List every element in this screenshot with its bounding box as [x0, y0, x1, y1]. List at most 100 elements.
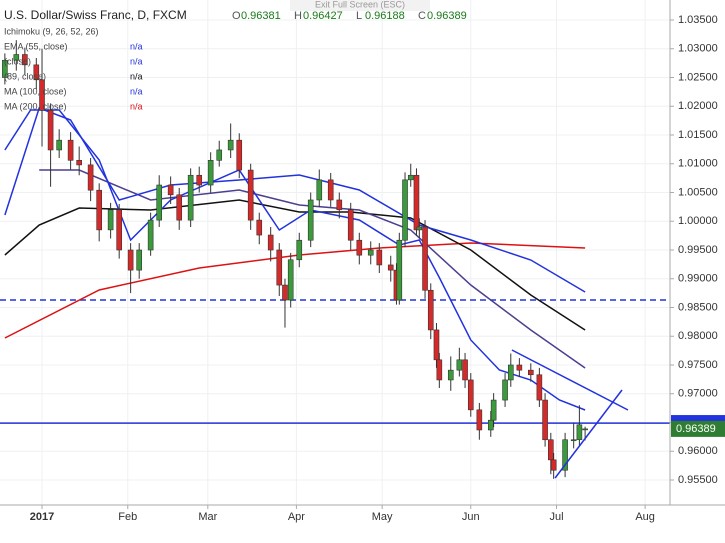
indicator-status: n/a [130, 56, 143, 66]
candle-body [76, 160, 82, 166]
candle-body [33, 64, 40, 81]
indicator-legend: Ichimoku (9, 26, 52, 26) EMA (55, close) n… [4, 26, 143, 111]
y-tick-label: 1.03500 [678, 14, 718, 26]
x-tick-label: May [372, 511, 393, 523]
candle-body [227, 139, 234, 151]
candle-body [456, 359, 463, 371]
trend-line [511, 349, 629, 411]
last-price-label: 0.96389 [676, 423, 716, 435]
y-tick-label: 0.98500 [678, 301, 718, 313]
trend-line [554, 389, 623, 479]
candle-body [187, 174, 194, 221]
candle-body [127, 249, 134, 271]
candle-body [87, 164, 94, 191]
candle-body [96, 189, 102, 231]
y-tick-label: 1.02500 [678, 71, 718, 83]
chart-title: U.S. Dollar/Swiss Franc, D, FXCM [4, 8, 187, 22]
candle-body [416, 226, 423, 231]
x-tick-label: 2017 [30, 511, 54, 523]
ohlc-key: H [294, 10, 302, 22]
y-tick-label: 1.01500 [678, 129, 718, 141]
candle-body [256, 219, 263, 236]
ohlc-key: C [418, 10, 426, 22]
price-axis [670, 0, 725, 543]
candle-body [422, 226, 428, 291]
y-tick-label: 0.98000 [678, 330, 718, 342]
plot [0, 40, 670, 479]
indicator-label: EMA (55, close) [4, 41, 68, 51]
y-tick-label: 0.97500 [678, 359, 718, 371]
candle-body [39, 79, 45, 111]
candle-body [507, 364, 514, 381]
moving-average [4, 109, 586, 411]
candle-body [67, 139, 74, 161]
candle-body [196, 174, 203, 186]
candle-body [327, 179, 334, 201]
grid [0, 0, 670, 505]
candle-body [247, 169, 254, 221]
y-tick-label: 0.97000 [678, 388, 718, 400]
candle-body [433, 329, 440, 361]
candle-body [542, 399, 548, 441]
candle-body [156, 184, 163, 221]
y-tick-label: 0.95500 [678, 474, 718, 486]
candle-body [413, 174, 420, 231]
banner[interactable]: Exit Full Screen (ESC) [315, 0, 405, 9]
header: O 0.96381 H 0.96427 L 0.96188 C 0.96389 [232, 10, 467, 22]
candle-body [367, 249, 374, 256]
indicator-label: (89, close) [4, 71, 46, 81]
candle-body [287, 259, 294, 301]
candle-body [336, 199, 343, 211]
x-tick-label: Feb [118, 511, 137, 523]
candle-body [13, 54, 20, 61]
candle-body [502, 379, 508, 401]
candle-body [467, 379, 474, 411]
indicator-label: MA (200, close) [4, 101, 67, 111]
y-tick-label: 0.99000 [678, 273, 718, 285]
ohlc-key: O [232, 10, 241, 22]
indicator-label: (close) [4, 56, 31, 66]
candle-body [447, 369, 454, 381]
candle-body [107, 209, 114, 231]
candle-body [267, 234, 274, 251]
candle-body [47, 109, 54, 151]
y-tick-label: 1.03000 [678, 43, 718, 55]
y-tick-label: 0.96000 [678, 445, 718, 457]
candle-body [427, 289, 434, 331]
indicator-status: n/a [130, 41, 143, 51]
last-price-tag [671, 420, 725, 437]
candle-body [582, 428, 588, 431]
candle-body [562, 439, 568, 471]
x-tick-label: Jun [462, 511, 480, 523]
candle-body [516, 364, 523, 371]
candle-body [207, 160, 214, 186]
ohlc-value: 0.96389 [427, 10, 467, 22]
indicator-status: n/a [130, 101, 143, 111]
candle-body [462, 359, 468, 381]
candle-body [347, 209, 354, 241]
x-tick-label: Jul [549, 511, 563, 523]
ohlc-value: 0.96188 [365, 10, 405, 22]
y-tick-label: 1.01000 [678, 158, 718, 170]
candle-body [276, 249, 283, 286]
candle-body [236, 139, 243, 171]
candle-body [396, 239, 403, 301]
ohlc-key: L [356, 10, 362, 22]
candle-body [22, 54, 28, 66]
x-tick-label: Mar [198, 511, 217, 523]
candle-body [387, 264, 394, 271]
y-tick-label: 0.99500 [678, 244, 718, 256]
candle-body [536, 374, 543, 401]
candle-body [476, 409, 483, 431]
candle-body [402, 179, 408, 241]
y-tick-label: 1.00500 [678, 186, 718, 198]
banner-box[interactable] [290, 0, 430, 11]
candle-body [487, 419, 494, 431]
candle-body [307, 199, 314, 241]
axes: 1.03500 1.03000 1.02500 1.02000 1.01500 1.010… [30, 14, 725, 523]
candle-body [550, 459, 557, 471]
candle-body [296, 239, 303, 261]
ohlc-value: 0.96381 [241, 10, 281, 22]
candle-body [167, 184, 174, 196]
